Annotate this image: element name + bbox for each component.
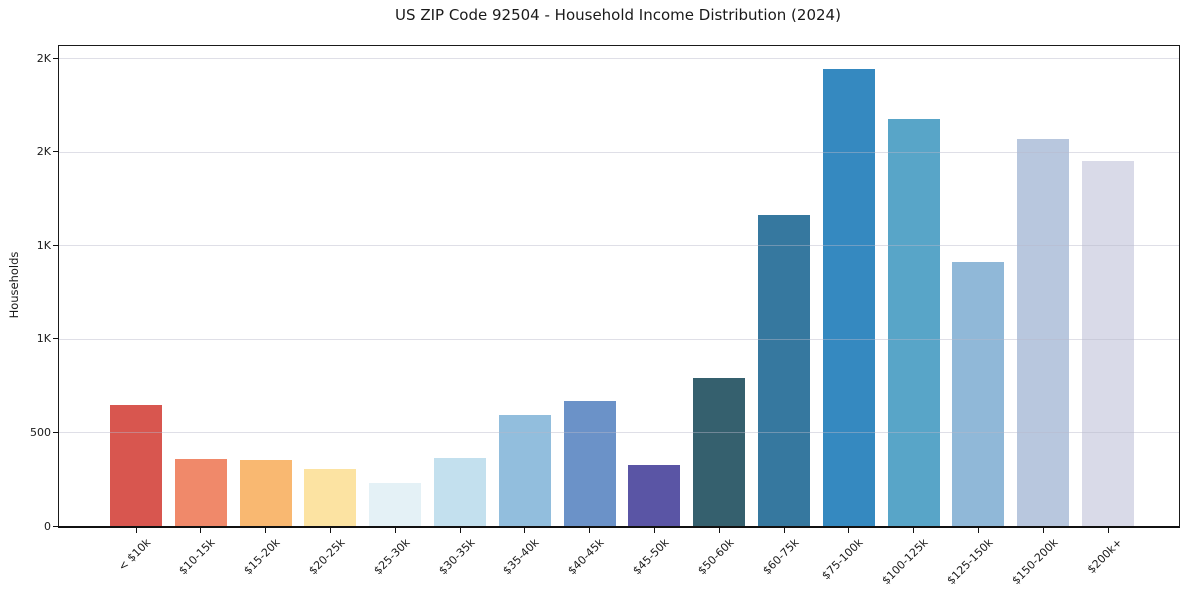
x-tick-mark <box>329 528 331 533</box>
y-tick-mark <box>53 244 59 246</box>
bar-45-50k <box>628 465 681 526</box>
x-tick-mark <box>913 528 915 533</box>
x-tick-label: $35-40k <box>500 536 543 578</box>
x-tick-mark <box>653 528 655 533</box>
bar-60-75k <box>758 215 810 526</box>
x-tick-label: $150-200k <box>1009 536 1061 588</box>
y-tick-label: 0 <box>44 519 51 533</box>
chart-title: US ZIP Code 92504 - Household Income Dis… <box>395 6 841 24</box>
x-tick-mark <box>524 528 526 533</box>
bar-10-15k <box>174 458 227 526</box>
bar-150-200k <box>1017 138 1070 526</box>
x-tick-mark <box>1107 528 1109 533</box>
y-tick-label: 1K <box>36 332 51 346</box>
x-tick-mark <box>1042 528 1044 533</box>
plot-area: < $10k $10-15k $15-20k $20-25k $25-30k $30-35… <box>30 45 1180 587</box>
x-tick-mark <box>977 528 979 533</box>
bar-50-60k <box>693 378 746 526</box>
y-tick-label: 500 <box>30 425 51 439</box>
bar-15-20k <box>239 459 292 526</box>
bar-40-45k <box>563 400 616 526</box>
x-tick-label: $100-125k <box>879 536 931 588</box>
y-tick-mark <box>53 431 59 433</box>
gridline <box>59 58 1179 60</box>
bar-200k <box>1082 161 1134 526</box>
x-tick-mark <box>718 528 720 533</box>
x-tick-label: $40-45k <box>565 536 607 578</box>
bar-20-25k <box>304 468 357 526</box>
x-tick-mark <box>848 528 850 533</box>
x-tick-label: $200k+ <box>1085 536 1126 577</box>
gridline <box>59 245 1179 247</box>
bar-10k <box>110 405 162 526</box>
bar-25-30k <box>369 483 422 526</box>
y-tick-mark <box>53 57 59 59</box>
x-tick-label: $125-150k <box>944 536 996 588</box>
x-tick-label: $10-15k <box>176 536 219 578</box>
x-tick-label: $75-100k <box>819 536 867 583</box>
x-tick-label: $15-20k <box>241 536 283 578</box>
y-tick-mark <box>53 338 59 340</box>
bar-30-35k <box>434 457 486 526</box>
x-tick-label: $25-30k <box>371 536 413 578</box>
x-tick-mark <box>394 528 396 533</box>
x-tick-mark <box>459 528 461 533</box>
y-tick-label: 2K <box>36 145 51 159</box>
bar-125-150k <box>952 262 1005 526</box>
x-tick-label: < $10k <box>115 536 154 574</box>
y-tick-mark <box>53 151 59 153</box>
x-tick-mark <box>135 528 137 533</box>
x-tick-label: $30-35k <box>435 536 478 578</box>
x-tick-mark <box>200 528 202 533</box>
bar-75-100k <box>822 68 875 526</box>
x-tick-label: $60-75k <box>759 536 802 578</box>
bar-35-40k <box>498 414 551 526</box>
bar-100-125k <box>887 119 940 526</box>
y-tick-label: 2K <box>36 51 51 65</box>
x-tick-mark <box>783 528 785 533</box>
gridline <box>59 338 1179 340</box>
y-tick-mark <box>53 525 59 527</box>
x-tick-label: $50-60k <box>695 536 737 578</box>
y-tick-label: 1K <box>36 238 51 252</box>
y-axis-label: Households <box>7 251 21 319</box>
gridline <box>59 432 1179 434</box>
x-tick-mark <box>589 528 591 533</box>
x-tick-label: $20-25k <box>306 536 348 578</box>
x-tick-label: $45-50k <box>630 536 672 578</box>
gridline <box>59 151 1179 153</box>
x-tick-mark <box>265 528 267 533</box>
